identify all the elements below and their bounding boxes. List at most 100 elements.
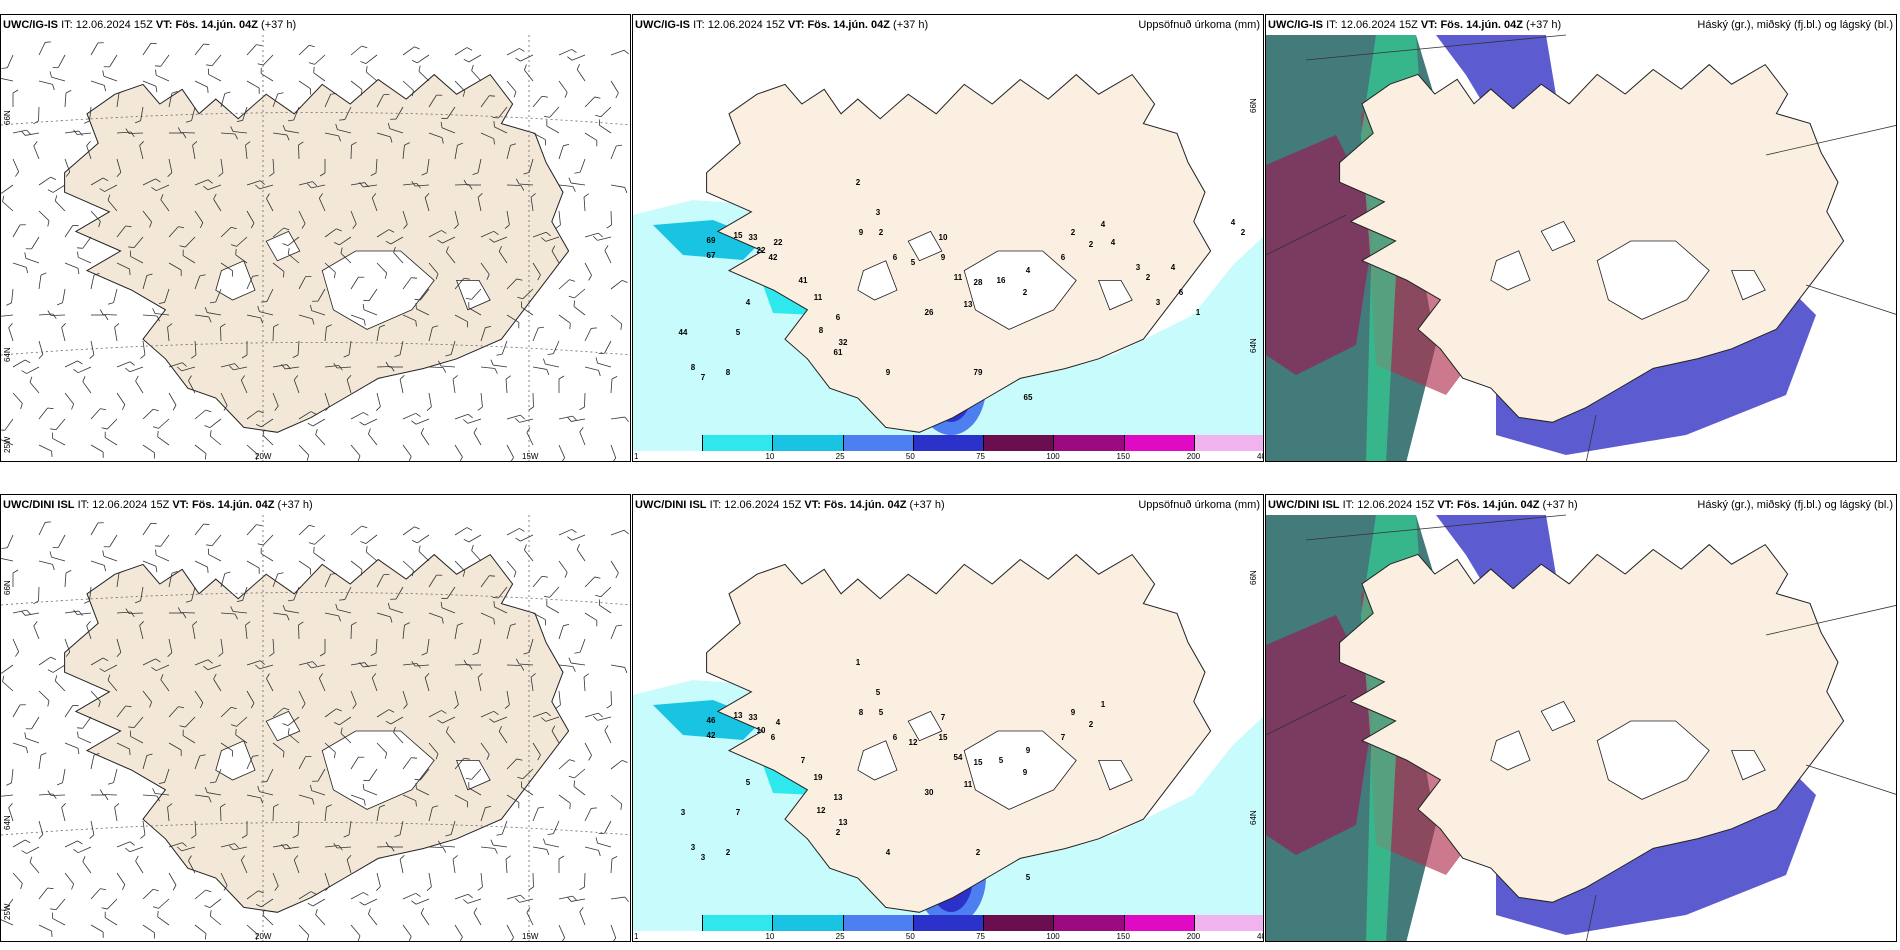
wind-barb-icon <box>134 586 144 604</box>
wind-barb-icon <box>38 793 57 800</box>
wind-barb-icon <box>142 560 158 573</box>
wind-barb-icon <box>257 54 274 66</box>
wind-barb-icon <box>236 106 248 123</box>
high-cloud-area <box>1266 135 1376 375</box>
wind-barb-icon <box>52 54 66 69</box>
precip-value-label: 5 <box>1026 873 1031 882</box>
wind-barb-icon <box>230 236 248 247</box>
wind-barb-icon <box>441 106 456 120</box>
wind-barb-icon <box>394 820 404 837</box>
wind-barb-icon <box>532 231 551 238</box>
glacier <box>907 230 943 262</box>
wind-barb-icon <box>376 612 393 623</box>
wind-barb-icon <box>12 158 20 177</box>
wind-barb-icon <box>463 659 481 666</box>
wind-barb-icon <box>437 716 456 724</box>
wind-barb-icon <box>246 80 260 94</box>
wind-barb-icon <box>477 872 483 891</box>
precip-value-label: 79 <box>974 368 983 377</box>
wind-barb-icon <box>194 794 212 803</box>
wind-barb-icon <box>454 314 469 328</box>
wind-barb-icon <box>307 418 326 427</box>
glacier <box>963 250 1077 330</box>
wind-barb-icon <box>371 193 378 212</box>
wind-barb-icon <box>282 124 300 134</box>
wind-barb-icon <box>555 210 561 229</box>
wind-barb-icon <box>129 730 144 744</box>
wind-barb-icon <box>177 846 196 852</box>
wind-barb-icon <box>246 210 255 229</box>
wind-barb-icon <box>116 872 126 891</box>
glacier <box>907 710 943 742</box>
wind-barb-icon <box>152 788 170 796</box>
lon-label-20: 20W <box>255 452 272 461</box>
wind-barb-icon <box>194 889 212 900</box>
wind-barb-icon <box>64 570 72 588</box>
precip-value-label: 12 <box>817 806 826 815</box>
colorbar-swatch <box>773 915 844 931</box>
wind-barb-icon <box>89 820 95 839</box>
wind-barb-icon <box>190 820 197 839</box>
boundary-line <box>1266 694 1347 736</box>
wind-barb-icon <box>125 608 144 614</box>
glacier <box>1098 760 1133 791</box>
wind-barb-icon <box>142 753 153 770</box>
wind-barb-icon <box>480 366 498 374</box>
precip-value-label: 13 <box>964 300 973 309</box>
wind-barb-icon <box>524 544 534 562</box>
wind-barb-icon <box>246 444 258 461</box>
precip-value-label: 3 <box>681 808 686 817</box>
colorbar-label: 25 <box>835 452 845 461</box>
colorbar-swatch <box>773 435 844 451</box>
wind-barb-icon <box>370 638 378 656</box>
wind-barb-icon <box>261 768 274 783</box>
wind-barb-icon <box>350 794 366 806</box>
wind-barb-icon <box>454 277 470 290</box>
wind-barb-icon <box>240 375 248 394</box>
wind-barb-icon <box>8 323 14 342</box>
wind-barb-icon <box>194 659 213 666</box>
wind-barb-icon <box>454 527 473 536</box>
wind-barb-icon <box>523 158 534 175</box>
wind-barb-icon <box>463 54 482 63</box>
wind-barb-icon <box>194 523 210 536</box>
wind-barb-icon <box>362 303 378 316</box>
wind-barb-icon <box>319 159 326 177</box>
wind-barb-icon <box>363 768 378 782</box>
wind-barb-icon <box>307 898 326 907</box>
wind-barb-icon <box>220 571 231 588</box>
wind-barb-icon <box>505 375 512 394</box>
wind-barb-icon <box>142 42 157 56</box>
wind-barb-icon <box>598 599 612 614</box>
wind-barb-icon <box>142 794 160 802</box>
wind-barb-icon <box>128 236 144 249</box>
wind-barb-icon <box>428 262 439 280</box>
wind-barb-icon <box>167 158 173 177</box>
wind-barb-icon <box>168 262 182 276</box>
lat-label-64: 64N <box>1249 338 1258 353</box>
wind-barb-icon <box>76 236 92 249</box>
wind-barb-icon <box>246 890 264 900</box>
wind-barb-icon <box>61 323 67 342</box>
wind-barb-icon <box>606 210 612 229</box>
wind-barb-icon <box>261 288 274 303</box>
iceland-landmass <box>1339 543 1845 903</box>
glacier <box>215 260 256 301</box>
wind-barb-icon <box>480 325 492 342</box>
wind-barb-icon <box>38 444 53 457</box>
wind-barb-icon <box>266 673 274 692</box>
colorbar-swatch <box>913 435 985 451</box>
wind-barb-icon <box>547 340 560 355</box>
wind-barb-icon <box>89 340 95 359</box>
wind-barb-icon <box>446 726 456 744</box>
wind-barb-icon <box>24 732 40 744</box>
precip-value-label: 13 <box>834 793 843 802</box>
wind-barb-icon <box>272 262 285 278</box>
wind-barb-icon <box>220 612 238 620</box>
wind-barb-icon <box>1 557 14 562</box>
wind-barb-icon <box>293 855 300 874</box>
wind-barb-icon <box>177 127 196 134</box>
wind-barb-icon <box>1 918 14 926</box>
wind-barb-icon <box>142 888 159 900</box>
wind-panel-top: UWC/IG-IS IT: 12.06.2024 15Z VT: Fös. 14… <box>0 14 631 462</box>
